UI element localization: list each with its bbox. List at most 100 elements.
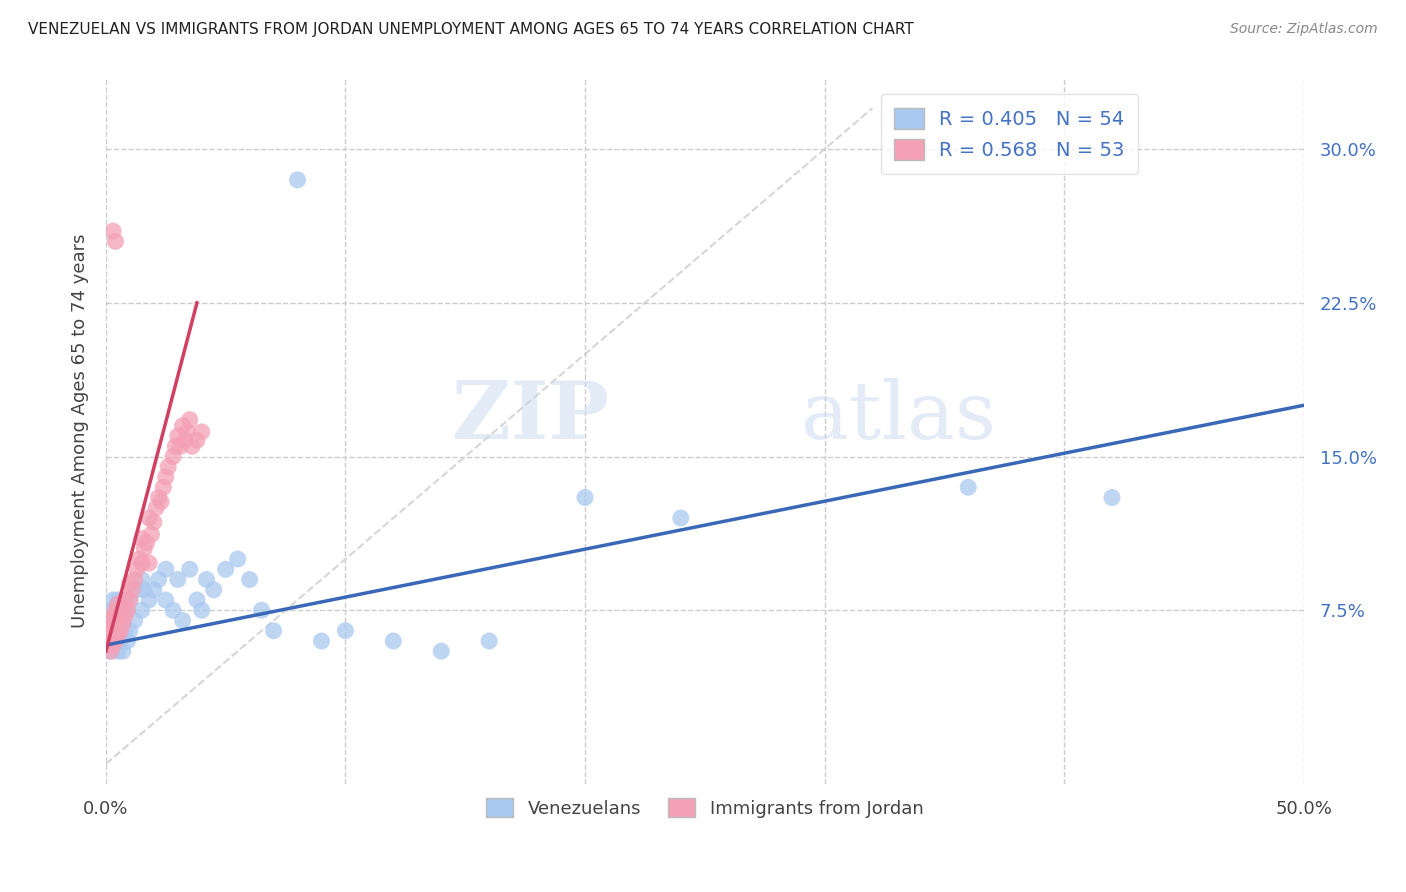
Point bbox=[155, 593, 177, 607]
Point bbox=[176, 425, 198, 439]
Point bbox=[190, 603, 212, 617]
Point bbox=[107, 628, 129, 642]
Point bbox=[172, 614, 194, 628]
Point bbox=[190, 425, 212, 439]
Point bbox=[166, 429, 188, 443]
Point bbox=[107, 597, 129, 611]
Point bbox=[957, 480, 980, 494]
Point bbox=[124, 573, 146, 587]
Point bbox=[110, 607, 132, 622]
Point bbox=[669, 511, 692, 525]
Point bbox=[131, 556, 153, 570]
Point bbox=[250, 603, 273, 617]
Point bbox=[101, 593, 124, 607]
Point bbox=[117, 634, 139, 648]
Point bbox=[104, 617, 127, 632]
Point bbox=[131, 573, 153, 587]
Point bbox=[215, 562, 238, 576]
Point bbox=[166, 573, 188, 587]
Point bbox=[430, 644, 453, 658]
Point bbox=[186, 433, 208, 447]
Point bbox=[335, 624, 357, 638]
Point bbox=[125, 562, 148, 576]
Point bbox=[100, 603, 122, 617]
Point bbox=[107, 644, 129, 658]
Point bbox=[138, 593, 160, 607]
Point bbox=[114, 624, 136, 638]
Point bbox=[101, 634, 124, 648]
Point bbox=[155, 562, 177, 576]
Point bbox=[226, 552, 249, 566]
Point bbox=[134, 582, 156, 597]
Point bbox=[141, 527, 163, 541]
Point bbox=[100, 644, 122, 658]
Point bbox=[145, 500, 167, 515]
Point bbox=[138, 511, 160, 525]
Point bbox=[148, 491, 170, 505]
Point bbox=[107, 593, 129, 607]
Point bbox=[104, 603, 127, 617]
Text: ZIP: ZIP bbox=[451, 378, 609, 456]
Point bbox=[172, 418, 194, 433]
Point bbox=[179, 562, 201, 576]
Text: atlas: atlas bbox=[800, 378, 995, 456]
Point bbox=[121, 582, 143, 597]
Point bbox=[128, 552, 150, 566]
Point bbox=[169, 439, 191, 453]
Point bbox=[117, 603, 139, 617]
Point bbox=[181, 439, 204, 453]
Point bbox=[111, 644, 134, 658]
Point bbox=[118, 624, 141, 638]
Point bbox=[311, 634, 333, 648]
Point bbox=[97, 614, 120, 628]
Point bbox=[142, 582, 165, 597]
Point bbox=[195, 573, 218, 587]
Point bbox=[382, 634, 405, 648]
Point bbox=[117, 603, 139, 617]
Point bbox=[101, 624, 124, 638]
Point bbox=[162, 603, 184, 617]
Point bbox=[97, 624, 120, 638]
Point bbox=[101, 638, 124, 652]
Point bbox=[150, 494, 173, 508]
Point bbox=[110, 624, 132, 638]
Point bbox=[131, 532, 153, 546]
Point bbox=[124, 614, 146, 628]
Point bbox=[100, 628, 122, 642]
Point bbox=[135, 535, 157, 549]
Point bbox=[134, 541, 156, 556]
Point bbox=[125, 582, 148, 597]
Point bbox=[239, 573, 262, 587]
Text: VENEZUELAN VS IMMIGRANTS FROM JORDAN UNEMPLOYMENT AMONG AGES 65 TO 74 YEARS CORR: VENEZUELAN VS IMMIGRANTS FROM JORDAN UNE… bbox=[28, 22, 914, 37]
Legend: Venezuelans, Immigrants from Jordan: Venezuelans, Immigrants from Jordan bbox=[479, 790, 931, 825]
Point bbox=[97, 634, 120, 648]
Point bbox=[104, 235, 127, 249]
Point bbox=[101, 609, 124, 624]
Point bbox=[186, 593, 208, 607]
Point bbox=[152, 480, 174, 494]
Point bbox=[574, 491, 596, 505]
Point bbox=[114, 593, 136, 607]
Point bbox=[478, 634, 501, 648]
Point bbox=[97, 624, 120, 638]
Point bbox=[114, 603, 136, 617]
Text: Source: ZipAtlas.com: Source: ZipAtlas.com bbox=[1230, 22, 1378, 37]
Point bbox=[165, 439, 187, 453]
Point bbox=[118, 576, 141, 591]
Point bbox=[111, 617, 134, 632]
Point bbox=[179, 412, 201, 426]
Point bbox=[110, 634, 132, 648]
Point bbox=[97, 614, 120, 628]
Point bbox=[100, 644, 122, 658]
Point bbox=[142, 515, 165, 529]
Point bbox=[111, 601, 134, 615]
Point bbox=[1101, 491, 1123, 505]
Point bbox=[263, 624, 285, 638]
Point bbox=[101, 224, 124, 238]
Point bbox=[104, 634, 127, 648]
Point bbox=[114, 609, 136, 624]
Point bbox=[100, 617, 122, 632]
Point bbox=[202, 582, 225, 597]
Point bbox=[118, 593, 141, 607]
Point bbox=[157, 459, 180, 474]
